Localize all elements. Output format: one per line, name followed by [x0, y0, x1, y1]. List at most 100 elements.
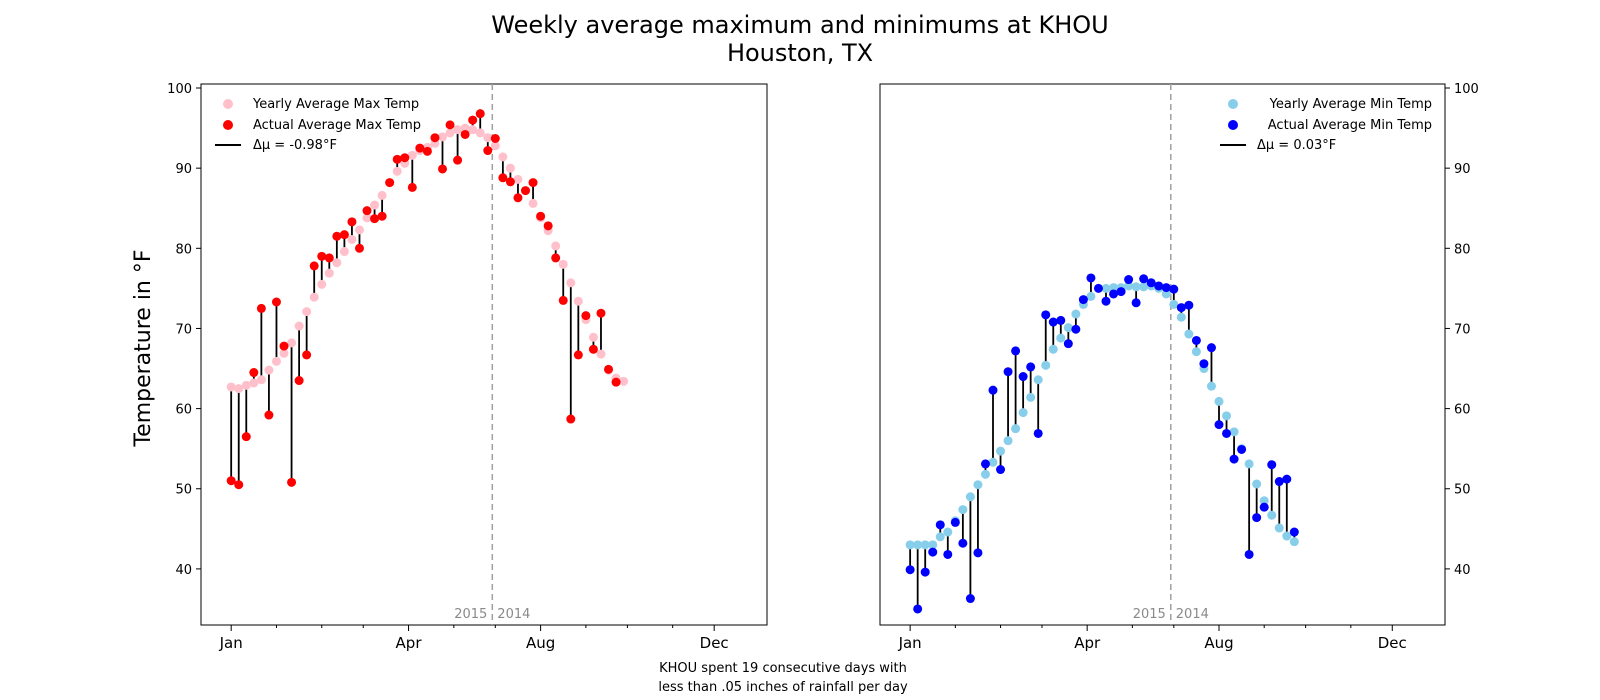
yearly-average-point — [302, 307, 312, 317]
actual-average-point — [226, 476, 236, 486]
yearly-average-point — [596, 349, 606, 359]
yearly-average-point — [377, 190, 387, 200]
yearly-average-point — [453, 125, 463, 135]
yearly-average-point — [1056, 333, 1066, 343]
yearly-average-point — [1184, 329, 1194, 339]
yearly-average-point — [943, 527, 953, 537]
y-tick-label: 90 — [1454, 162, 1471, 177]
legend-label-actual: Actual Average Min Temp — [1268, 118, 1432, 133]
yearly-average-point — [1101, 283, 1111, 293]
actual-average-point — [407, 182, 417, 192]
yearly-average-point — [1161, 289, 1171, 299]
actual-average-point — [1003, 367, 1013, 377]
actual-average-point — [1146, 278, 1156, 288]
actual-average-point — [1237, 444, 1247, 454]
yearly-average-point — [980, 469, 990, 479]
year-label-left: 2015 — [454, 607, 487, 622]
yearly-average-point — [505, 163, 515, 173]
actual-average-point — [1033, 428, 1043, 438]
y-axis-label: Temperature in °F — [131, 249, 156, 447]
actual-average-point — [528, 178, 538, 188]
yearly-average-point — [339, 247, 349, 257]
actual-average-point — [241, 432, 251, 442]
yearly-average-point — [483, 133, 493, 143]
legend-marker-actual — [1228, 120, 1238, 130]
actual-average-point — [505, 177, 515, 187]
actual-average-point — [249, 368, 259, 378]
legend-label-yearly: Yearly Average Max Temp — [252, 97, 419, 112]
actual-average-point — [1011, 346, 1021, 356]
actual-average-point — [1199, 359, 1209, 369]
y-tick-label: 50 — [1454, 483, 1471, 498]
actual-average-point — [309, 261, 319, 271]
actual-average-point — [271, 297, 281, 307]
x-tick-label: Aug — [1204, 634, 1233, 652]
yearly-average-point — [1124, 281, 1134, 291]
yearly-average-point — [513, 174, 523, 184]
actual-average-point — [339, 230, 349, 240]
actual-average-point — [1093, 283, 1103, 293]
yearly-average-point — [226, 382, 236, 392]
actual-average-point — [513, 193, 523, 203]
yearly-average-point — [566, 278, 576, 288]
actual-average-point — [490, 134, 500, 144]
yearly-average-point — [558, 259, 568, 269]
yearly-average-point — [573, 296, 583, 306]
actual-average-point — [1222, 428, 1232, 438]
yearly-average-point — [1018, 408, 1028, 418]
legend-marker-actual — [223, 120, 233, 130]
yearly-average-point — [354, 225, 364, 235]
yearly-average-point — [1131, 282, 1141, 292]
actual-average-point — [1124, 275, 1134, 285]
actual-average-point — [573, 350, 583, 360]
actual-average-point — [1056, 315, 1066, 325]
yearly-average-point — [913, 540, 923, 550]
actual-average-point — [1116, 287, 1126, 297]
x-tick-label: Apr — [396, 634, 423, 652]
yearly-average-point — [468, 125, 478, 135]
yearly-average-point — [935, 532, 945, 542]
yearly-average-point — [1041, 360, 1051, 370]
yearly-average-point — [490, 141, 500, 151]
yearly-average-point — [1259, 496, 1269, 506]
x-tick-label: Dec — [700, 634, 729, 652]
actual-average-point — [287, 477, 297, 487]
yearly-average-point — [370, 200, 380, 210]
actual-average-point — [965, 594, 975, 604]
year-label-right: 2014 — [497, 607, 530, 622]
year-label-left: 2015 — [1133, 607, 1166, 622]
actual-average-point — [415, 143, 425, 153]
actual-average-point — [354, 243, 364, 253]
yearly-average-point — [1191, 347, 1201, 357]
yearly-average-point — [407, 150, 417, 160]
actual-average-point — [1041, 310, 1051, 320]
yearly-average-point — [347, 234, 357, 244]
yearly-average-point — [1011, 424, 1021, 434]
yearly-average-point — [437, 132, 447, 142]
yearly-average-point — [1229, 427, 1239, 437]
yearly-average-point — [287, 338, 297, 348]
actual-average-point — [611, 377, 621, 387]
yearly-average-point — [324, 268, 334, 278]
actual-average-point — [980, 459, 990, 469]
actual-average-point — [422, 146, 432, 156]
footnote-line2: less than .05 inches of rainfall per day — [658, 680, 908, 695]
actual-average-point — [1176, 303, 1186, 313]
actual-average-point — [347, 217, 357, 227]
yearly-average-point — [249, 378, 259, 388]
year-label-right: 2014 — [1176, 607, 1209, 622]
legend-label-delta: Δμ = -0.98°F — [253, 138, 337, 153]
actual-average-point — [317, 251, 327, 261]
actual-average-point — [453, 155, 463, 165]
y-tick-label: 100 — [167, 82, 192, 97]
yearly-average-point — [1086, 291, 1096, 301]
actual-average-point — [1018, 372, 1028, 382]
actual-average-point — [521, 186, 531, 196]
yearly-average-point — [1274, 523, 1284, 533]
actual-average-point — [604, 364, 614, 374]
yearly-average-point — [1206, 381, 1216, 391]
actual-average-point — [256, 303, 266, 313]
actual-average-point — [1154, 281, 1164, 291]
yearly-average-point — [928, 540, 938, 550]
yearly-average-point — [498, 152, 508, 162]
